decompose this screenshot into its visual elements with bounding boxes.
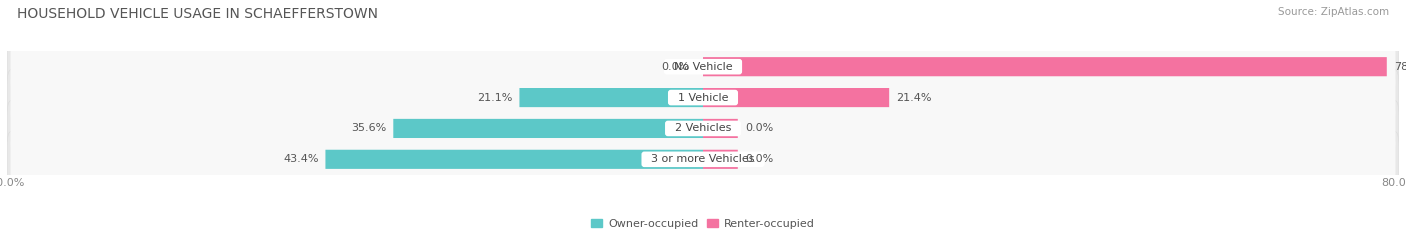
FancyBboxPatch shape [519, 88, 703, 107]
Text: 0.0%: 0.0% [662, 62, 690, 72]
FancyBboxPatch shape [7, 100, 1399, 157]
Text: No Vehicle: No Vehicle [666, 62, 740, 72]
Text: 35.6%: 35.6% [352, 123, 387, 134]
Text: 1 Vehicle: 1 Vehicle [671, 93, 735, 103]
FancyBboxPatch shape [703, 57, 1386, 76]
Legend: Owner-occupied, Renter-occupied: Owner-occupied, Renter-occupied [586, 215, 820, 233]
FancyBboxPatch shape [10, 73, 1396, 122]
FancyBboxPatch shape [7, 69, 1399, 126]
Text: 0.0%: 0.0% [745, 123, 773, 134]
FancyBboxPatch shape [394, 119, 703, 138]
Text: 21.1%: 21.1% [477, 93, 512, 103]
FancyBboxPatch shape [10, 135, 1396, 184]
FancyBboxPatch shape [7, 39, 1399, 95]
FancyBboxPatch shape [10, 42, 1396, 91]
Text: 3 or more Vehicles: 3 or more Vehicles [644, 154, 762, 164]
Text: 21.4%: 21.4% [896, 93, 932, 103]
Text: Source: ZipAtlas.com: Source: ZipAtlas.com [1278, 7, 1389, 17]
Text: 43.4%: 43.4% [283, 154, 319, 164]
FancyBboxPatch shape [7, 131, 1399, 187]
Text: 78.6%: 78.6% [1393, 62, 1406, 72]
Text: 2 Vehicles: 2 Vehicles [668, 123, 738, 134]
FancyBboxPatch shape [703, 150, 738, 169]
Text: 0.0%: 0.0% [745, 154, 773, 164]
FancyBboxPatch shape [10, 104, 1396, 153]
FancyBboxPatch shape [703, 88, 889, 107]
FancyBboxPatch shape [325, 150, 703, 169]
Text: HOUSEHOLD VEHICLE USAGE IN SCHAEFFERSTOWN: HOUSEHOLD VEHICLE USAGE IN SCHAEFFERSTOW… [17, 7, 378, 21]
FancyBboxPatch shape [703, 119, 738, 138]
